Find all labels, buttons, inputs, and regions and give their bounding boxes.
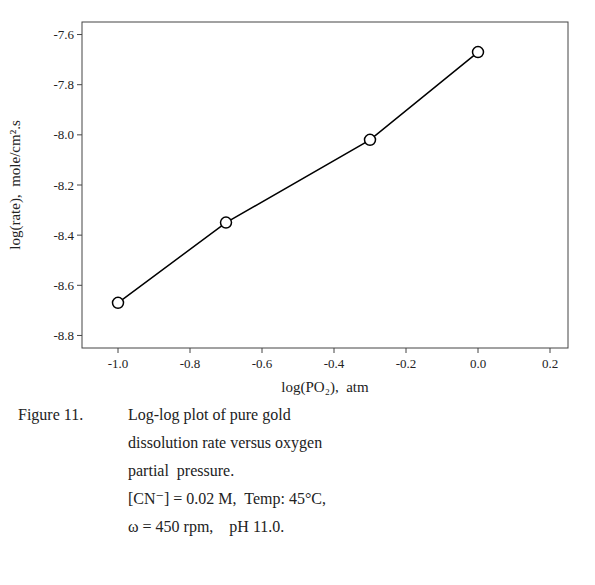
- x-tick-label: 0.2: [542, 356, 558, 371]
- y-tick-label: -8.4: [53, 228, 74, 243]
- y-axis-label: log(rate), mole/cm².s: [7, 120, 24, 250]
- x-tick: [190, 348, 191, 353]
- y-tick-label: -7.6: [53, 27, 74, 42]
- x-tick-label: -0.8: [180, 356, 201, 371]
- point: [113, 297, 124, 308]
- x-tick: [550, 348, 551, 353]
- y-tick-label: -7.8: [53, 77, 74, 92]
- y-tick: [77, 34, 82, 35]
- y-tick: [77, 185, 82, 186]
- x-tick: [334, 348, 335, 353]
- point: [473, 47, 484, 58]
- x-tick: [118, 348, 119, 353]
- chart: -1.0 -0.8 -0.6 -0.4 -0.2 0.0 0.2 -8.8 -8.6 -8.4 -8…: [0, 0, 595, 585]
- y-tick-label: -8.0: [53, 127, 74, 142]
- y-tick: [77, 335, 82, 336]
- y-tick: [77, 235, 82, 236]
- line: [118, 52, 478, 303]
- y-tick-label: -8.6: [53, 278, 74, 293]
- plot-frame: [82, 22, 568, 348]
- x-tick: [406, 348, 407, 353]
- x-tick-label: -0.4: [324, 356, 345, 371]
- x-tick-label: -0.2: [396, 356, 417, 371]
- caption-line: [CN⁻] = 0.02 M, Temp: 45°C,: [128, 490, 326, 508]
- x-tick: [478, 348, 479, 353]
- point: [221, 217, 232, 228]
- x-axis-label: log(PO₂), atm: [281, 379, 369, 396]
- y-tick-label: -8.8: [53, 328, 74, 343]
- point: [365, 134, 376, 145]
- x-tick-label: -0.6: [252, 356, 273, 371]
- y-tick: [77, 134, 82, 135]
- y-tick: [77, 84, 82, 85]
- y-tick-label: -8.2: [53, 178, 74, 193]
- caption-line: partial pressure.: [128, 462, 234, 480]
- data-layer: [113, 47, 484, 309]
- caption-line: ω = 450 rpm, pH 11.0.: [128, 518, 284, 536]
- y-tick: [77, 285, 82, 286]
- caption-line: Log-log plot of pure gold: [128, 406, 291, 424]
- x-tick: [262, 348, 263, 353]
- x-tick-label: 0.0: [470, 356, 486, 371]
- caption-label: Figure 11.: [18, 406, 83, 424]
- caption-line: dissolution rate versus oxygen: [128, 434, 322, 452]
- x-tick-label: -1.0: [108, 356, 129, 371]
